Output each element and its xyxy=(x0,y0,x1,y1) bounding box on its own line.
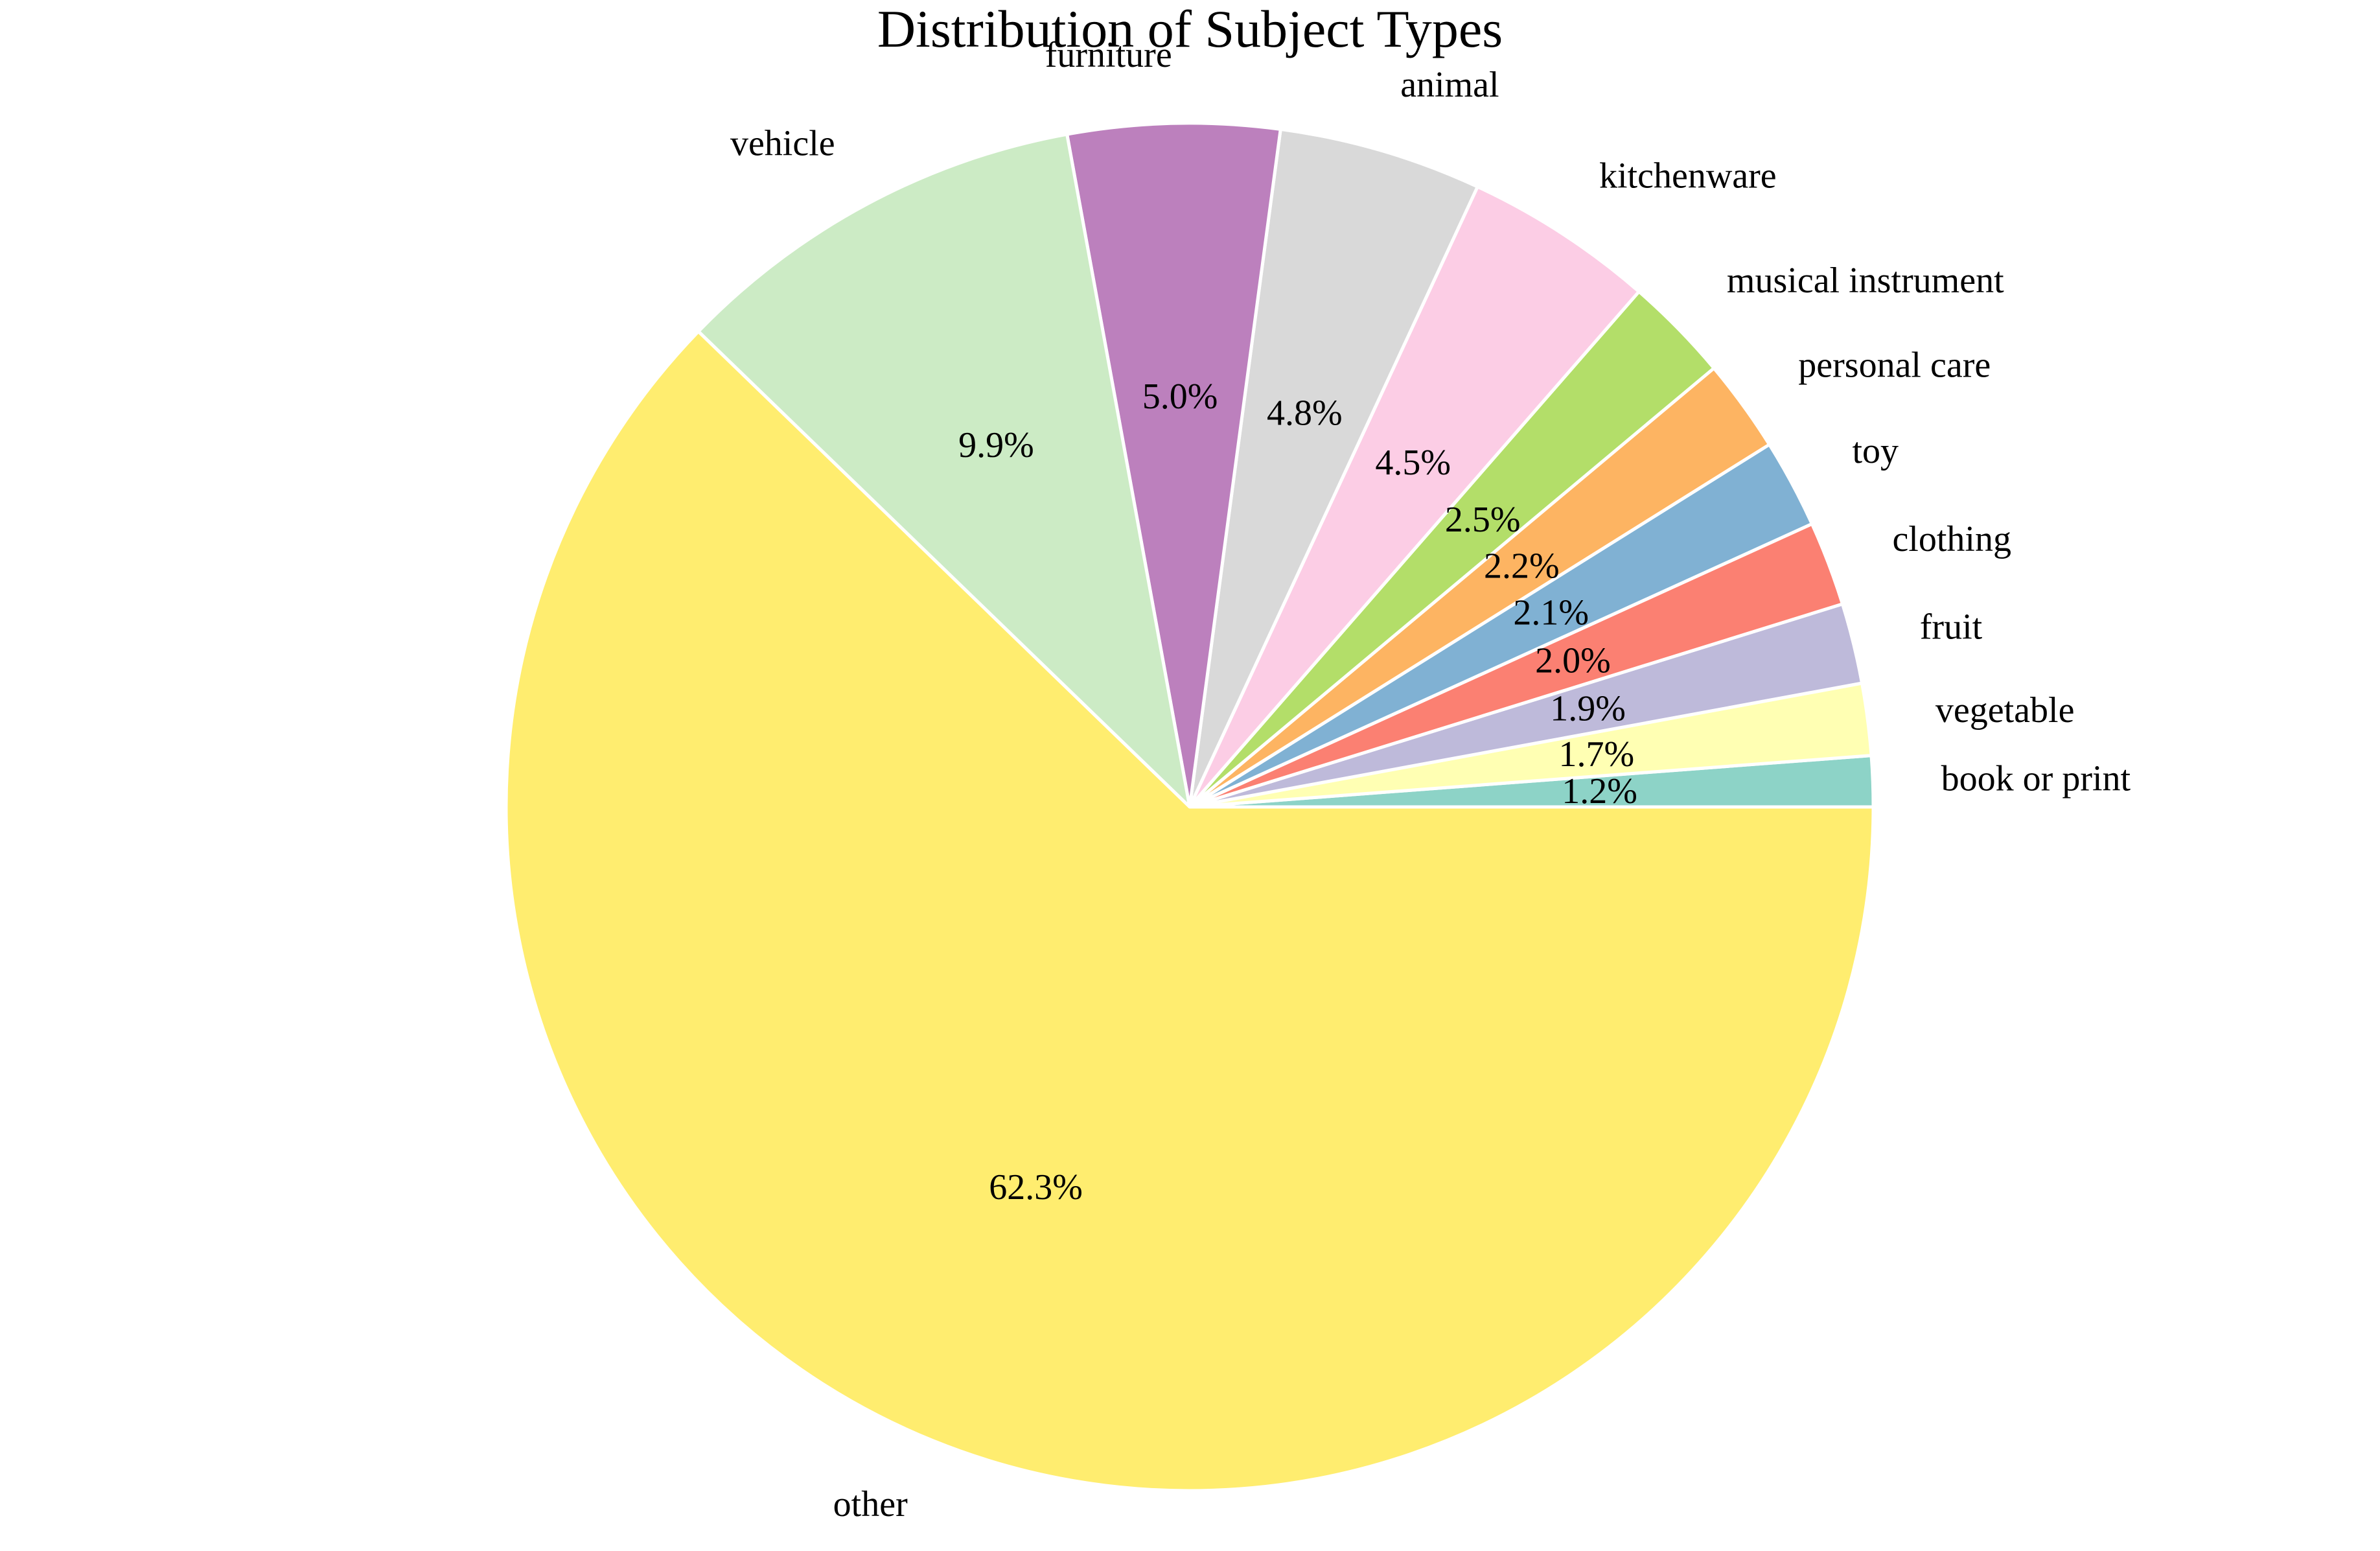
pie-percent-labels: 1.2%1.7% 1.9% 2.0% 2.1% 2.2% 2.5% 4.5% 4.8% 5.0%… xyxy=(958,377,1637,1207)
pie-slice-other xyxy=(504,329,1875,1493)
pie-percent-kitchenware: 4.5% xyxy=(1375,443,1451,483)
pie-label-toy: toy xyxy=(1852,431,1899,471)
pie-label-musical-instrument: musical instrument xyxy=(1727,261,2004,301)
pie-label-animal: animal xyxy=(1400,65,1499,105)
pie-label-vehicle: vehicle xyxy=(730,124,835,164)
pie-label-clothing: clothing xyxy=(1892,519,2011,559)
pie-percent-animal: 4.8% xyxy=(1267,393,1343,433)
pie-percent-other: 62.3% xyxy=(989,1167,1083,1207)
pie-label-furniture: furniture xyxy=(1045,35,1172,75)
pie-label-fruit: fruit xyxy=(1920,607,1983,647)
pie-percent-fruit: 1.9% xyxy=(1550,689,1626,729)
pie-slice-vehicle xyxy=(697,132,1192,809)
pie-percent-musical-instrument: 2.5% xyxy=(1445,500,1521,540)
pie-percent-personal-care: 2.2% xyxy=(1484,546,1560,586)
pie-slice-animal xyxy=(1188,127,1479,809)
pie-percent-vegetable: 1.7% xyxy=(1558,734,1634,775)
pie-percent-toy: 2.1% xyxy=(1513,593,1589,633)
pie-slice-furniture xyxy=(1065,121,1282,809)
chart-title: Distribution of Subject Types xyxy=(877,0,1503,58)
pie-label-kitchenware: kitchenware xyxy=(1599,156,1777,196)
pie-category-labels: book or print vegetable fruit clothing toy pe… xyxy=(730,35,2131,1524)
pie-percent-furniture: 5.0% xyxy=(1142,377,1218,417)
pie-label-other: other xyxy=(833,1484,908,1524)
pie-percent-book-or-print: 1.2% xyxy=(1562,771,1637,811)
pie-slice-kitchenware xyxy=(1188,185,1641,809)
pie-label-book-or-print: book or print xyxy=(1941,758,2131,799)
pie-percent-clothing: 2.0% xyxy=(1535,641,1611,681)
pie-label-personal-care: personal care xyxy=(1798,345,1991,385)
pie-slices xyxy=(504,121,1875,1493)
pie-label-vegetable: vegetable xyxy=(1935,690,2075,730)
pie-percent-vehicle: 9.9% xyxy=(958,425,1034,465)
